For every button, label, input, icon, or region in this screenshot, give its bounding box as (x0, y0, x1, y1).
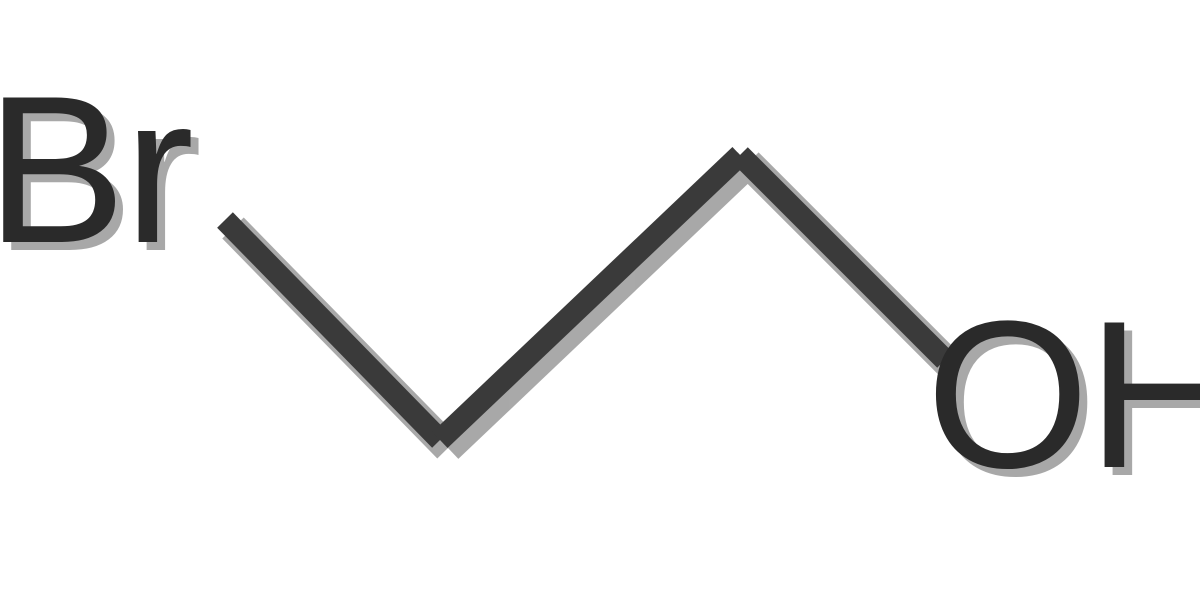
br-label: Br (0, 65, 192, 275)
molecule-canvas: Br Br OH OH (0, 0, 1200, 600)
oh-label: OH (926, 290, 1200, 500)
